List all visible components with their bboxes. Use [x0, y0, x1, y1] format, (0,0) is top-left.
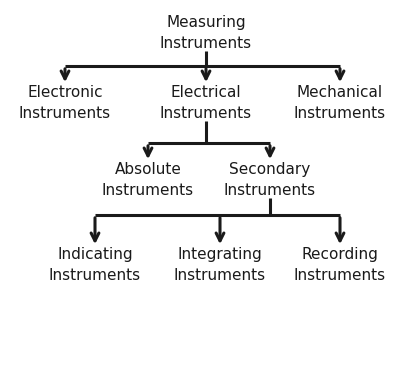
Text: Indicating
Instruments: Indicating Instruments	[49, 247, 141, 283]
Text: Measuring
Instruments: Measuring Instruments	[160, 15, 252, 51]
Text: Recording
Instruments: Recording Instruments	[294, 247, 386, 283]
Text: Absolute
Instruments: Absolute Instruments	[102, 162, 194, 198]
Text: Mechanical
Instruments: Mechanical Instruments	[294, 85, 386, 121]
Text: Electrical
Instruments: Electrical Instruments	[160, 85, 252, 121]
Text: Secondary
Instruments: Secondary Instruments	[224, 162, 316, 198]
Text: Integrating
Instruments: Integrating Instruments	[174, 247, 266, 283]
Text: Electronic
Instruments: Electronic Instruments	[19, 85, 111, 121]
